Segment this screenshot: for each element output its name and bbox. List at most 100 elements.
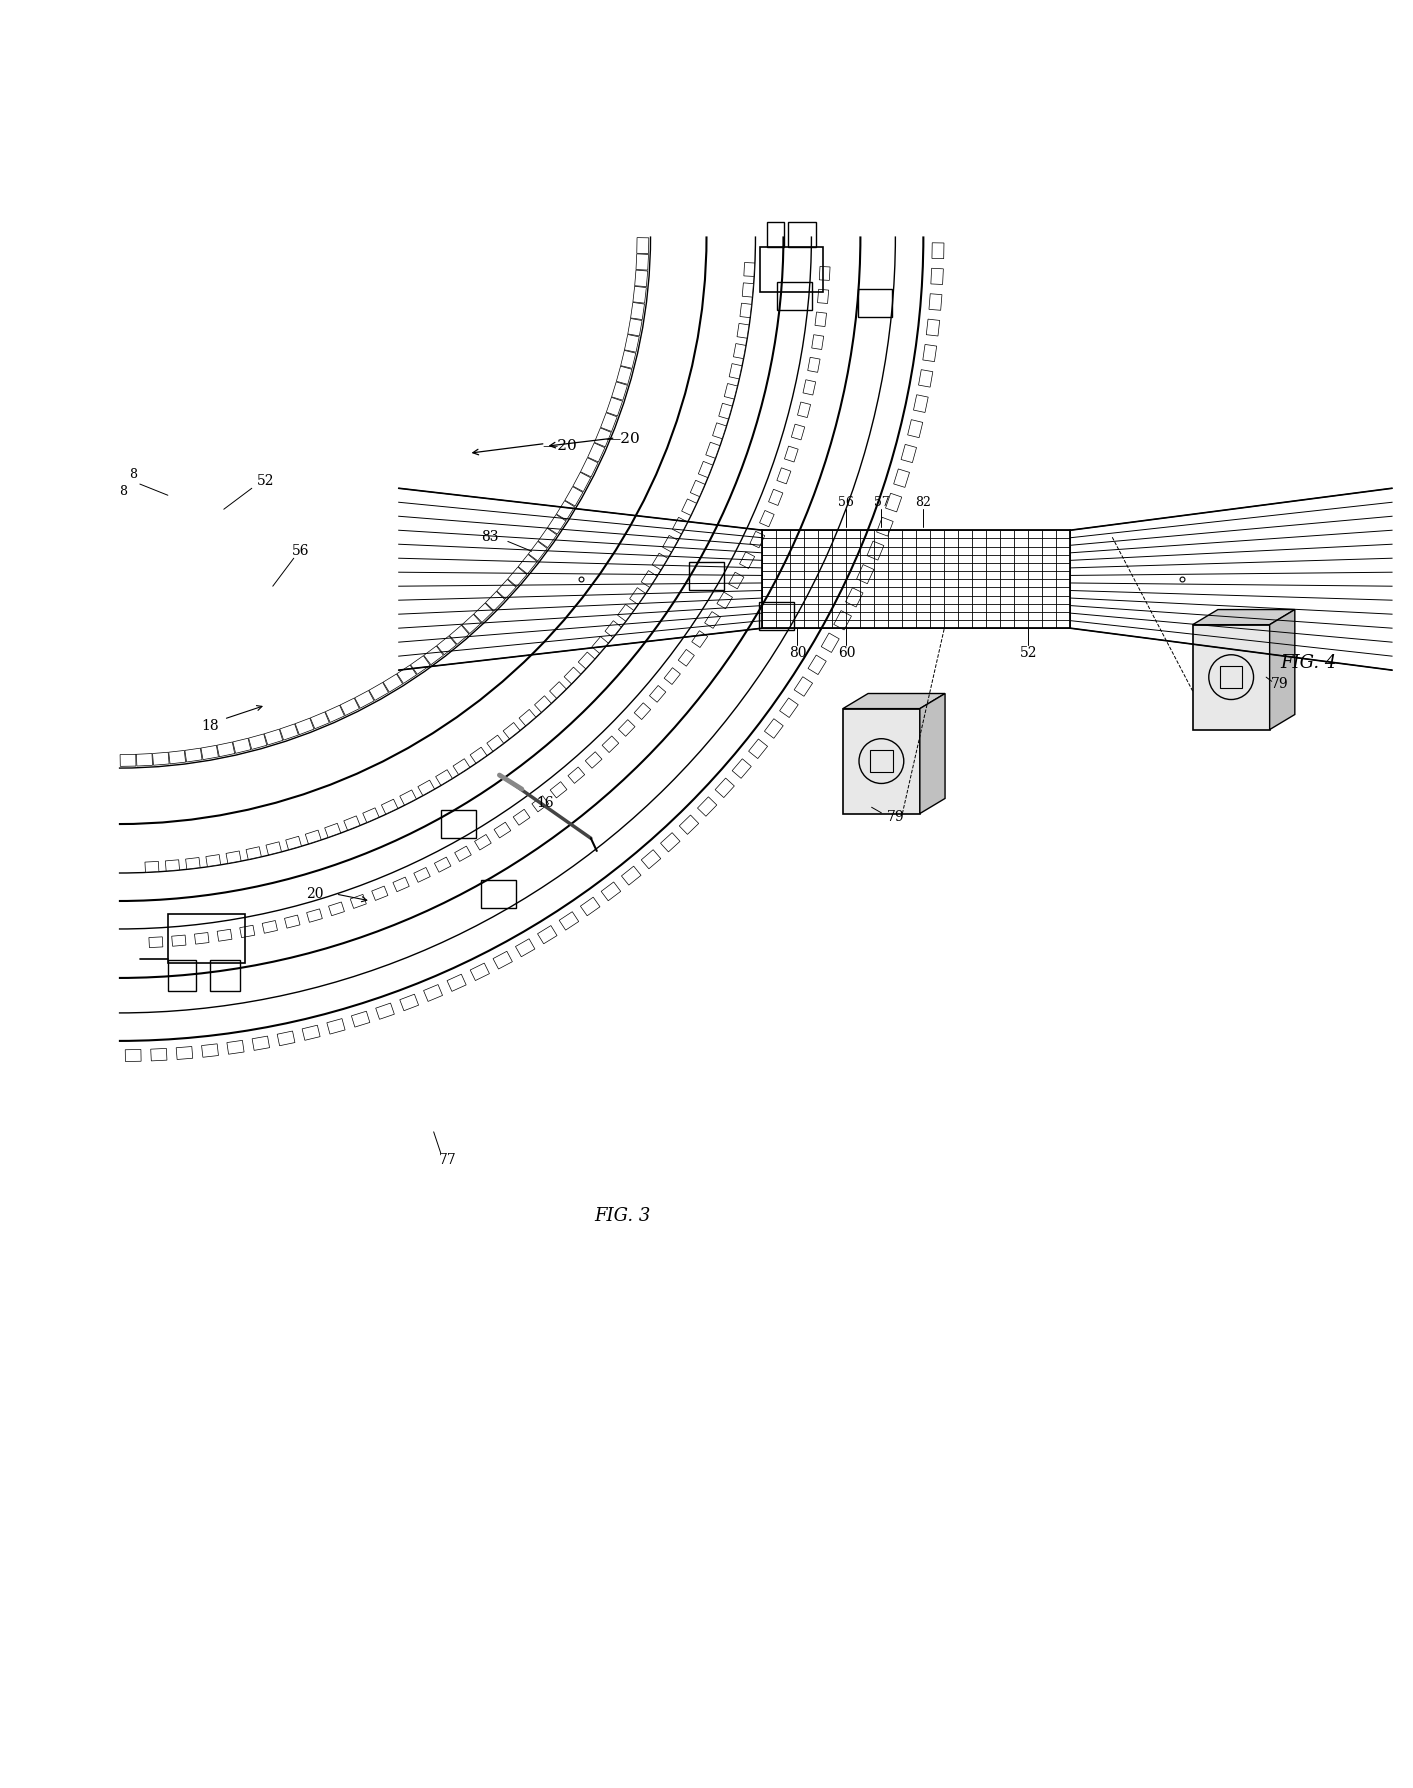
- Polygon shape: [650, 685, 666, 703]
- Polygon shape: [620, 350, 636, 368]
- Polygon shape: [738, 324, 749, 338]
- Polygon shape: [617, 604, 633, 620]
- Polygon shape: [538, 527, 557, 547]
- Polygon shape: [355, 690, 374, 708]
- Polygon shape: [218, 930, 232, 940]
- Text: 82: 82: [916, 495, 931, 510]
- Polygon shape: [454, 758, 469, 774]
- Text: 80: 80: [788, 645, 807, 660]
- Polygon shape: [601, 881, 620, 901]
- Polygon shape: [913, 395, 928, 413]
- Bar: [1219, 665, 1242, 688]
- Polygon shape: [811, 334, 824, 349]
- Text: 20: 20: [307, 887, 324, 901]
- Polygon shape: [698, 797, 716, 817]
- Polygon shape: [284, 915, 300, 928]
- Polygon shape: [933, 243, 944, 259]
- Polygon shape: [634, 703, 651, 719]
- Polygon shape: [519, 710, 536, 726]
- Polygon shape: [705, 442, 719, 458]
- Polygon shape: [519, 554, 537, 574]
- Polygon shape: [868, 542, 885, 560]
- Bar: [767, 222, 784, 247]
- Polygon shape: [808, 358, 820, 372]
- Polygon shape: [660, 833, 680, 851]
- Polygon shape: [435, 769, 452, 785]
- Text: 57: 57: [873, 495, 889, 510]
- Polygon shape: [680, 815, 698, 835]
- Polygon shape: [581, 898, 601, 915]
- Polygon shape: [712, 422, 726, 438]
- Polygon shape: [578, 653, 595, 669]
- Polygon shape: [233, 738, 252, 753]
- Polygon shape: [784, 445, 798, 461]
- Polygon shape: [277, 1032, 295, 1046]
- Polygon shape: [550, 681, 567, 699]
- Polygon shape: [760, 510, 774, 527]
- Polygon shape: [513, 810, 530, 826]
- Polygon shape: [325, 704, 345, 722]
- Polygon shape: [372, 887, 389, 901]
- Bar: [858, 288, 893, 316]
- Polygon shape: [820, 266, 829, 281]
- Polygon shape: [126, 1050, 141, 1062]
- Polygon shape: [740, 304, 752, 318]
- Polygon shape: [497, 579, 516, 599]
- Polygon shape: [918, 370, 933, 388]
- Polygon shape: [636, 254, 649, 270]
- Polygon shape: [475, 835, 492, 849]
- Polygon shape: [565, 486, 584, 506]
- Text: FIG. 3: FIG. 3: [595, 1207, 651, 1225]
- Polygon shape: [148, 937, 162, 948]
- Polygon shape: [341, 697, 359, 715]
- Polygon shape: [803, 379, 815, 395]
- Text: 56: 56: [292, 544, 309, 558]
- Bar: [844, 708, 920, 814]
- Polygon shape: [653, 552, 668, 570]
- Polygon shape: [165, 860, 179, 871]
- Polygon shape: [692, 631, 708, 647]
- Polygon shape: [218, 742, 235, 756]
- Polygon shape: [263, 921, 277, 933]
- Polygon shape: [595, 427, 612, 447]
- Polygon shape: [493, 951, 513, 969]
- Polygon shape: [630, 302, 644, 320]
- Polygon shape: [729, 572, 743, 588]
- Polygon shape: [146, 862, 158, 873]
- Bar: [870, 749, 893, 772]
- Polygon shape: [681, 499, 697, 515]
- Polygon shape: [630, 588, 646, 604]
- Polygon shape: [601, 413, 617, 431]
- Polygon shape: [568, 767, 585, 783]
- Polygon shape: [400, 790, 417, 805]
- Polygon shape: [547, 515, 567, 535]
- Bar: [441, 810, 476, 839]
- Text: 52: 52: [1020, 645, 1037, 660]
- Polygon shape: [564, 667, 581, 683]
- Polygon shape: [177, 1046, 192, 1060]
- Bar: [759, 603, 794, 629]
- Text: 77: 77: [439, 1153, 456, 1168]
- Polygon shape: [588, 443, 605, 461]
- Polygon shape: [473, 603, 493, 622]
- Polygon shape: [715, 778, 735, 797]
- Polygon shape: [557, 501, 575, 520]
- Polygon shape: [606, 397, 623, 417]
- Polygon shape: [725, 383, 738, 399]
- Polygon shape: [627, 318, 642, 336]
- Polygon shape: [295, 719, 314, 735]
- Polygon shape: [418, 780, 435, 796]
- Polygon shape: [844, 694, 945, 708]
- Polygon shape: [678, 649, 694, 667]
- Polygon shape: [503, 722, 520, 738]
- Polygon shape: [622, 865, 642, 885]
- Polygon shape: [329, 901, 345, 915]
- Text: 60: 60: [838, 645, 855, 660]
- Polygon shape: [815, 313, 827, 327]
- Polygon shape: [240, 924, 254, 937]
- Polygon shape: [777, 468, 791, 485]
- Bar: [1193, 624, 1270, 730]
- Polygon shape: [886, 493, 901, 511]
- Bar: [168, 914, 244, 964]
- Polygon shape: [195, 933, 209, 944]
